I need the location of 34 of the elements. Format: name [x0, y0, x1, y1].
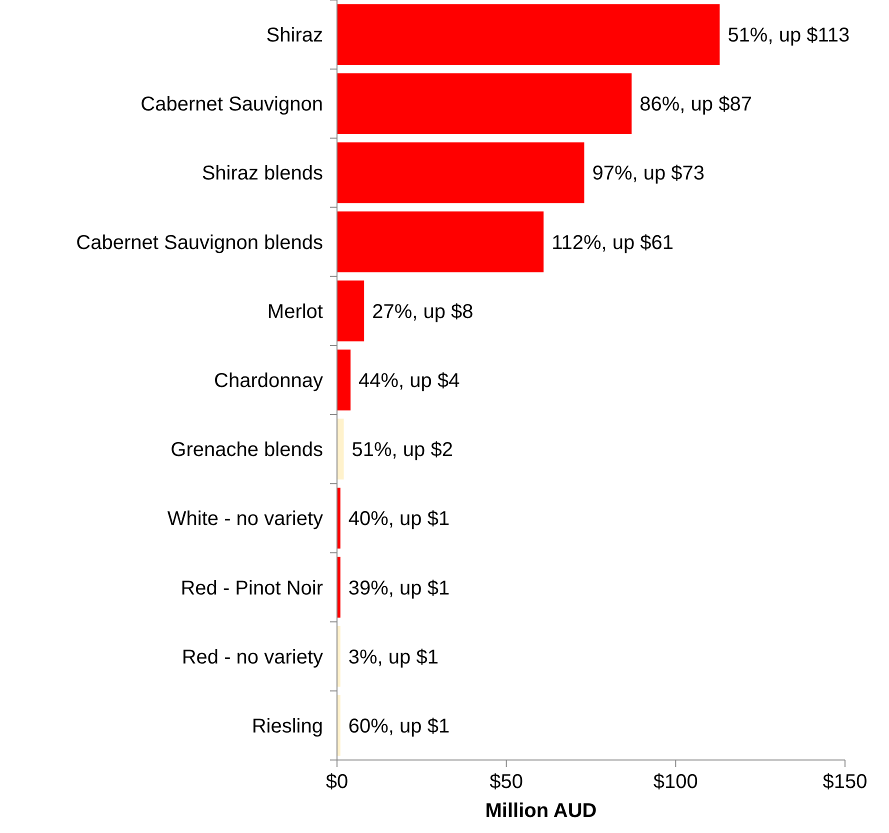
y-tick-label: Shiraz [266, 24, 323, 47]
y-tick-label: Grenache blends [170, 439, 323, 462]
data-label: 112%, up $61 [552, 232, 674, 254]
data-label: 3%, up $1 [348, 646, 438, 668]
data-label: 39%, up $1 [348, 577, 450, 600]
bar [337, 142, 584, 204]
y-tick-label: Red - no variety [182, 646, 323, 668]
y-tick-label: Riesling [252, 715, 323, 738]
y-tick-label: Merlot [267, 300, 324, 323]
bar [337, 211, 544, 272]
bar [337, 418, 344, 480]
data-label: 60%, up $1 [348, 715, 450, 738]
data-label: 27%, up $8 [372, 300, 474, 323]
x-tick-label: $150 [822, 771, 868, 793]
data-label: 44%, up $4 [358, 370, 460, 392]
x-tick-label: $50 [490, 771, 524, 793]
y-tick-label: Chardonnay [214, 370, 323, 392]
bar [337, 280, 364, 342]
data-label: 51%, up $2 [352, 439, 453, 462]
x-tick-label: $100 [653, 771, 698, 793]
bar [337, 73, 632, 134]
data-label: 51%, up $113 [728, 24, 850, 47]
bar [337, 4, 720, 65]
y-tick-label: White - no variety [167, 508, 323, 530]
data-label: 97%, up $73 [592, 162, 705, 185]
y-tick-label: Cabernet Sauvignon blends [76, 232, 323, 254]
y-tick-label: Cabernet Sauvignon [140, 94, 323, 116]
x-tick-label: $0 [326, 771, 348, 793]
data-label: 86%, up $87 [640, 94, 752, 116]
x-axis-title: Million AUD [485, 800, 597, 822]
data-label: 40%, up $1 [348, 508, 450, 530]
y-tick-label: Red - Pinot Noir [180, 577, 324, 600]
y-tick-label: Shiraz blends [202, 162, 323, 185]
bar [337, 350, 351, 410]
